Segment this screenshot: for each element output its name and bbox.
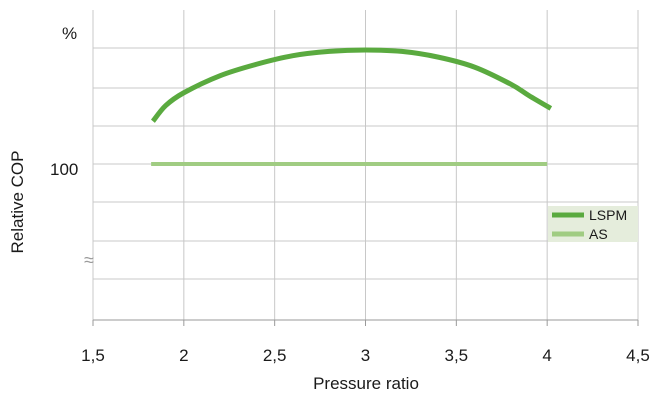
x-tick-label: 2 — [179, 346, 188, 365]
x-tick-labels: 1,5 2 2,5 3 3,5 4 4,5 — [81, 320, 650, 365]
axis-break-mark: ≈ — [84, 250, 94, 270]
x-tick-label: 3 — [361, 346, 370, 365]
y-unit-label: % — [62, 24, 77, 43]
legend-label-as: AS — [589, 226, 608, 242]
x-tick-label: 1,5 — [81, 346, 105, 365]
x-tick-label: 4 — [542, 346, 551, 365]
x-tick-label: 4,5 — [626, 346, 650, 365]
y-tick-label-100: 100 — [50, 160, 78, 179]
series-layer — [150, 47, 553, 166]
legend-label-lspm: LSPM — [589, 207, 627, 223]
x-axis-title: Pressure ratio — [313, 374, 419, 393]
x-tick-label: 2,5 — [263, 346, 287, 365]
legend: LSPM AS — [548, 206, 638, 242]
y-axis-title: Relative COP — [8, 151, 27, 254]
series-line-lspm — [150, 47, 553, 123]
x-tick-label: 3,5 — [445, 346, 469, 365]
